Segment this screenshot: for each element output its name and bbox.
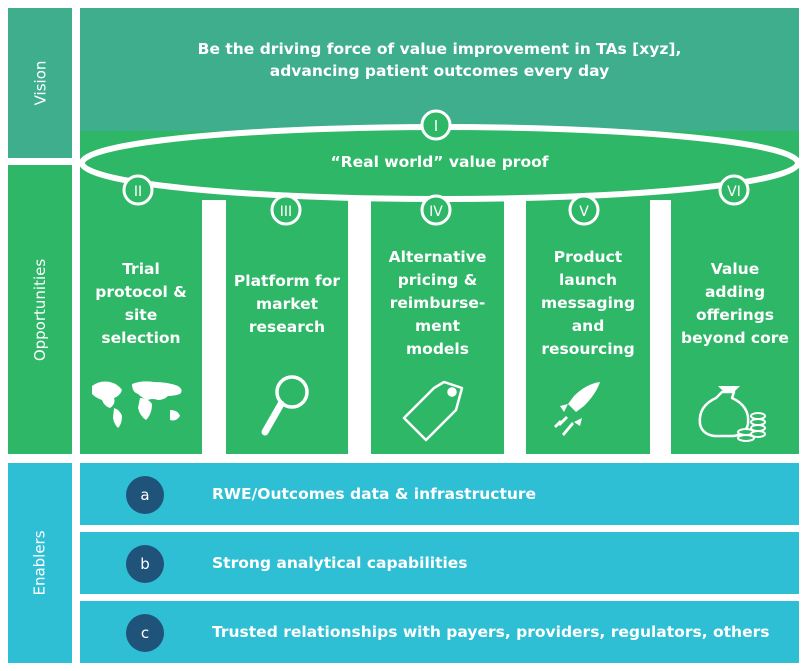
numeral-circle-iii: III — [270, 194, 302, 226]
numeral-circle-v: V — [568, 194, 600, 226]
enabler-text: Strong analytical capabilities — [212, 554, 468, 572]
pillar-line: models — [406, 340, 469, 358]
opportunities-row-label: Opportunities — [8, 165, 72, 454]
pillar-line: resourcing — [541, 340, 635, 358]
pillar-line: launch — [558, 271, 618, 289]
numeral-text: IV — [429, 204, 443, 220]
vision-line-1: Be the driving force of value improvemen… — [197, 40, 682, 58]
enabler-badge: a — [126, 476, 164, 514]
enabler-badge: c — [126, 614, 164, 652]
pillar-label: Alternative pricing & reimburse- ment mo… — [371, 246, 504, 361]
pillar-label: Value adding offerings beyond core — [671, 258, 799, 350]
numeral-circle-iv: IV — [420, 194, 452, 226]
numeral-text: I — [434, 117, 438, 135]
pillar-line: adding — [704, 283, 766, 301]
pillar-line: market — [255, 295, 319, 313]
price-tag-icon — [402, 380, 464, 442]
pillar-value-adding-offerings: Value adding offerings beyond core — [671, 200, 799, 454]
rocket-icon — [554, 382, 600, 436]
pillar-line: Trial — [122, 260, 160, 278]
numeral-text: V — [579, 204, 589, 220]
numeral-circle-i: I — [420, 109, 452, 141]
pillar-line: selection — [101, 329, 181, 347]
enabler-row-b: b Strong analytical capabilities — [80, 532, 799, 594]
money-bag-icon — [698, 386, 766, 442]
numeral-text: II — [134, 184, 142, 200]
pillar-line: Value — [710, 260, 760, 278]
pillar-product-launch: Product launch messaging and resourcing — [526, 200, 650, 454]
pillar-line: pricing & — [397, 271, 478, 289]
world-map-icon — [92, 381, 182, 428]
pillar-line: Platform for — [233, 272, 341, 290]
pillar-line: protocol & — [95, 283, 187, 301]
numeral-circle-vi: VI — [718, 174, 750, 206]
pillar-line: ment — [414, 317, 461, 335]
enabler-text: RWE/Outcomes data & infrastructure — [212, 485, 537, 503]
enabler-row-c: c Trusted relationships with payers, pro… — [80, 601, 799, 663]
pillar-label: Platform for market research — [226, 270, 348, 339]
numeral-text: III — [280, 204, 292, 220]
pillar-line: Product — [553, 248, 623, 266]
pillar-line: research — [248, 318, 326, 336]
enabler-badge: b — [126, 545, 164, 583]
pillar-label: Trial protocol & site selection — [80, 258, 202, 350]
magnifying-glass-icon — [261, 375, 309, 436]
pillar-label: Product launch messaging and resourcing — [526, 246, 650, 361]
pillar-line: and — [571, 317, 605, 335]
pillar-alternative-pricing: Alternative pricing & reimburse- ment mo… — [371, 200, 504, 454]
numeral-circle-ii: II — [122, 174, 154, 206]
pillar-line: messaging — [540, 294, 636, 312]
pillar-line: site — [124, 306, 158, 324]
pillar-line: beyond core — [681, 329, 789, 347]
numeral-text: VI — [727, 184, 741, 200]
vision-statement: Be the driving force of value improvemen… — [80, 38, 799, 82]
enabler-row-a: a RWE/Outcomes data & infrastructure — [80, 463, 799, 525]
pillar-market-research: Platform for market research — [226, 200, 348, 454]
pillar-line: offerings — [695, 306, 775, 324]
vision-row-label: Vision — [8, 8, 72, 158]
vision-line-2: advancing patient outcomes every day — [269, 62, 610, 80]
enablers-row-label: Enablers — [8, 463, 72, 663]
real-world-value-proof-label: “Real world” value proof — [330, 153, 549, 171]
pillar-line: Alternative — [388, 248, 487, 266]
pillar-line: reimburse- — [389, 294, 486, 312]
enabler-text: Trusted relationships with payers, provi… — [212, 623, 770, 641]
